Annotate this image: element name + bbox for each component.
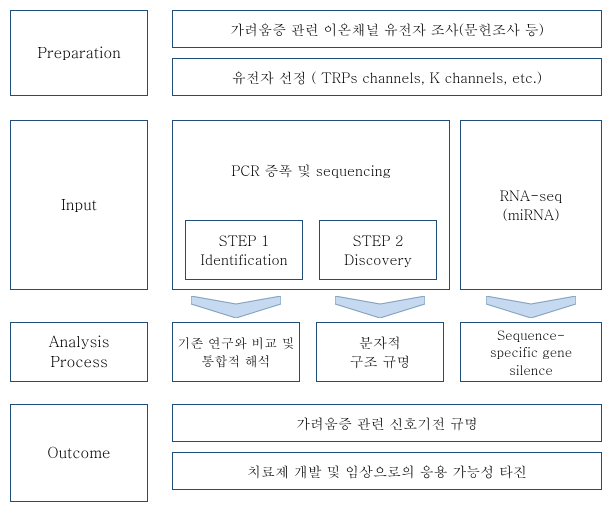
outcome-box-1: 가려움증 관련 신호기전 규명 <box>172 404 602 442</box>
step1-box: STEP 1 Identification <box>185 220 303 280</box>
rna-box: RNA-seq (miRNA) <box>460 120 602 290</box>
analysis-box-1: 기존 연구와 비교 및 통합적 해석 <box>172 322 300 382</box>
label-preparation: Preparation <box>10 10 148 96</box>
label-analysis: Analysis Process <box>10 322 148 382</box>
prep-box-1: 가려움증 관련 이온채널 유전자 조사(문헌조사 등) <box>172 10 602 48</box>
pcr-title: PCR 증폭 및 sequencing <box>177 123 445 180</box>
prep-box-2: 유전자 선정 ( TRPs channels, K channels, etc.… <box>172 58 602 96</box>
flow-arrow <box>191 296 281 318</box>
label-outcome: Outcome <box>10 404 148 502</box>
analysis-box-3: Sequence- specific gene silence <box>460 322 602 382</box>
flow-arrow <box>486 296 576 318</box>
step2-box: STEP 2 Discovery <box>319 220 437 280</box>
outcome-box-2: 치료제 개발 및 임상으로의 응용 가능성 타진 <box>172 452 602 490</box>
label-input: Input <box>10 120 148 290</box>
flow-arrow <box>335 296 425 318</box>
analysis-box-2: 분자적 구조 규명 <box>316 322 444 382</box>
